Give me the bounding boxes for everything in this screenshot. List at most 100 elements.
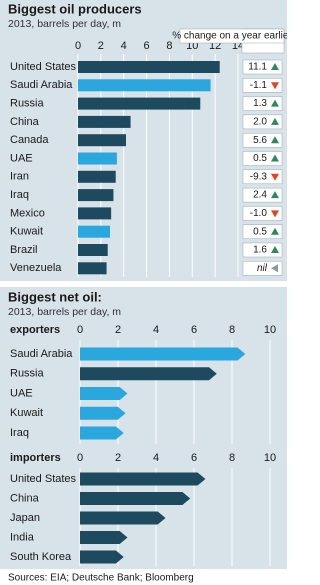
change-label: -1.1 <box>250 80 268 91</box>
category-label: Iraq <box>10 189 29 201</box>
change-label: -9.3 <box>250 171 268 182</box>
chart-subtitle: 2013, barrels per day, m <box>8 306 121 318</box>
change-box <box>242 261 283 276</box>
bar <box>78 79 211 92</box>
section-label: importers <box>10 452 61 464</box>
x-tick-label: 2 <box>115 452 121 464</box>
change-arrow <box>271 99 279 107</box>
bar <box>78 225 110 238</box>
bar <box>80 406 126 420</box>
change-arrow <box>271 117 279 125</box>
source: Sources: EIA; Deutsche Bank; Bloomberg <box>8 573 194 584</box>
category-label: Saudi Arabia <box>10 348 73 360</box>
bar <box>80 347 246 361</box>
chart-title: Biggest net oil: <box>8 289 102 304</box>
bar <box>78 61 220 73</box>
bar <box>78 152 117 165</box>
change-label: 1.3 <box>253 98 267 109</box>
category-label: Canada <box>10 134 49 146</box>
bar <box>80 492 191 505</box>
change-arrow <box>271 246 279 253</box>
x-tick-label: 8 <box>229 324 235 336</box>
change-label: 5.6 <box>253 135 267 146</box>
change-arrow <box>271 264 278 273</box>
bar <box>80 511 166 525</box>
change-box <box>242 96 283 111</box>
change-box <box>242 132 283 148</box>
bar <box>78 189 114 202</box>
category-label: United States <box>10 61 77 73</box>
change-label: 11.1 <box>248 62 267 73</box>
x-tick-label: 2 <box>98 40 104 52</box>
change-arrow <box>271 63 279 70</box>
bar <box>78 170 116 183</box>
x-tick-label: 6 <box>144 40 150 52</box>
change-label: 1.6 <box>253 245 267 256</box>
change-box <box>242 187 283 203</box>
change-label: 0.5 <box>253 153 267 164</box>
category-label: China <box>10 492 40 504</box>
bar <box>78 115 131 128</box>
category-label: Iraq <box>10 427 29 439</box>
bar <box>78 244 108 256</box>
x-tick-label: 8 <box>229 452 235 464</box>
category-label: Kuwait <box>10 407 43 419</box>
panel <box>0 0 287 281</box>
category-label: Brazil <box>10 244 38 256</box>
x-tick-label: 6 <box>191 324 197 336</box>
change-label: 2.4 <box>253 190 267 201</box>
change-label: 0.5 <box>253 226 267 237</box>
category-label: Kuwait <box>10 226 43 238</box>
category-label: India <box>10 531 35 543</box>
category-label: Japan <box>10 512 40 524</box>
category-label: Venezuela <box>10 262 62 274</box>
change-arrow <box>271 191 279 199</box>
change-box <box>242 224 283 239</box>
bar <box>78 207 112 220</box>
bar <box>80 426 124 440</box>
change-box <box>242 114 283 130</box>
category-label: Iran <box>10 171 29 183</box>
category-label: UAE <box>10 152 33 164</box>
change-arrow <box>271 82 279 90</box>
category-label: United States <box>10 473 77 485</box>
change-arrow <box>271 154 279 162</box>
chart-subtitle: 2013, barrels per day, m <box>8 18 121 30</box>
change-label: nil <box>257 263 268 274</box>
bar <box>78 262 107 275</box>
change-arrow <box>271 227 279 235</box>
x-tick-label: 10 <box>264 452 276 464</box>
category-label: South Korea <box>10 551 72 563</box>
category-label: China <box>10 116 40 128</box>
change-label: 2.0 <box>253 117 267 128</box>
bar <box>80 367 217 381</box>
change-box <box>242 169 283 185</box>
x-tick-label: 6 <box>191 452 197 464</box>
section-label: exporters <box>10 324 60 336</box>
bar <box>78 97 201 110</box>
change-box <box>242 59 283 75</box>
category-label: Russia <box>10 98 45 110</box>
x-tick-label: 2 <box>115 324 121 336</box>
x-tick-label: 8 <box>166 40 172 52</box>
category-label: Saudi Arabia <box>10 79 73 91</box>
x-tick-label: 0 <box>75 40 81 52</box>
x-tick-label: 0 <box>77 452 83 464</box>
bar <box>80 387 128 400</box>
change-header-box <box>179 28 285 44</box>
bar <box>80 531 128 544</box>
chart-title: Biggest oil producers <box>8 1 142 16</box>
infographic: Sources: EIA; Deutsche Bank; Bloomberg B… <box>0 0 287 584</box>
bar <box>80 550 124 564</box>
category-label: UAE <box>10 387 33 399</box>
x-tick-label: 4 <box>153 452 159 464</box>
x-tick-label: 4 <box>153 324 159 336</box>
bar <box>78 134 126 147</box>
change-arrow <box>271 173 279 181</box>
change-arrow <box>271 210 279 218</box>
change-box <box>242 151 283 166</box>
change-header: % change on a year earlier <box>172 31 287 42</box>
x-tick-label: 4 <box>121 40 127 52</box>
x-tick-label: 0 <box>77 324 83 336</box>
x-tick-label: 10 <box>264 324 276 336</box>
